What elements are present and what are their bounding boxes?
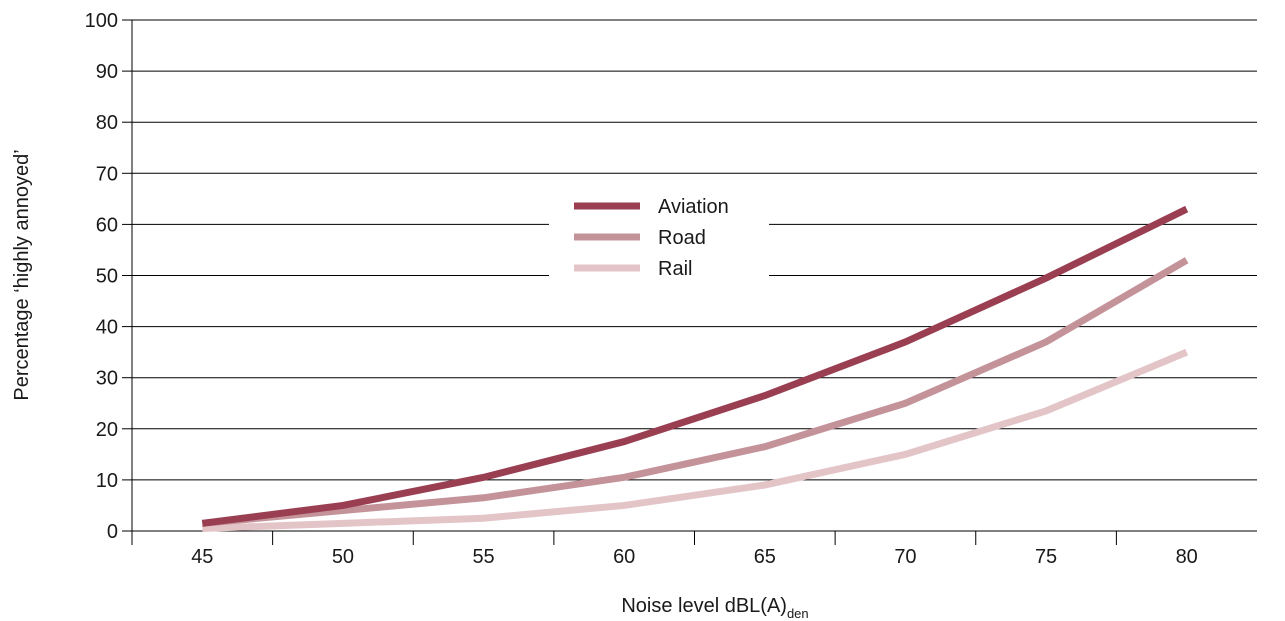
y-axis-title: Percentage ‘highly annoyed’ bbox=[11, 149, 33, 400]
x-tick-label: 60 bbox=[613, 546, 635, 568]
series-line-rail bbox=[202, 348, 1189, 532]
legend-label-road: Road bbox=[658, 227, 706, 249]
y-tick-label: 60 bbox=[96, 214, 118, 236]
y-tick-label: 0 bbox=[107, 521, 118, 543]
y-tick-label: 80 bbox=[96, 112, 118, 134]
series-line-aviation bbox=[201, 205, 1189, 527]
y-tick-label: 50 bbox=[96, 266, 118, 288]
x-tick-label: 75 bbox=[1035, 546, 1057, 568]
y-tick-label: 20 bbox=[96, 419, 118, 441]
x-axis-title-subscript: den bbox=[787, 606, 809, 621]
axes: 0 10 20 30 40 50 60 70 80 90 100 45 50 55 60 65 70 75 80 bbox=[85, 10, 1257, 568]
y-tick-label: 40 bbox=[96, 317, 118, 339]
legend: Aviation Road Rail bbox=[549, 188, 769, 288]
y-tick-label: 100 bbox=[85, 10, 118, 32]
series-lines bbox=[201, 205, 1189, 532]
x-tick-label: 50 bbox=[332, 546, 354, 568]
y-tick-label: 30 bbox=[96, 368, 118, 390]
x-tick-label: 55 bbox=[472, 546, 494, 568]
x-tick-label: 45 bbox=[191, 546, 213, 568]
legend-label-aviation: Aviation bbox=[658, 196, 729, 218]
y-tick-label: 70 bbox=[96, 163, 118, 185]
legend-label-rail: Rail bbox=[658, 258, 692, 280]
y-tick-label: 10 bbox=[96, 470, 118, 492]
x-axis-title-main: Noise level dBL(A) bbox=[621, 595, 787, 617]
series-line-road bbox=[201, 257, 1189, 527]
x-tick-label: 80 bbox=[1176, 546, 1198, 568]
y-tick-label: 90 bbox=[96, 61, 118, 83]
x-tick-label: 70 bbox=[894, 546, 916, 568]
x-tick-label: 65 bbox=[754, 546, 776, 568]
x-axis-title: Noise level dBL(A)den bbox=[621, 595, 808, 621]
